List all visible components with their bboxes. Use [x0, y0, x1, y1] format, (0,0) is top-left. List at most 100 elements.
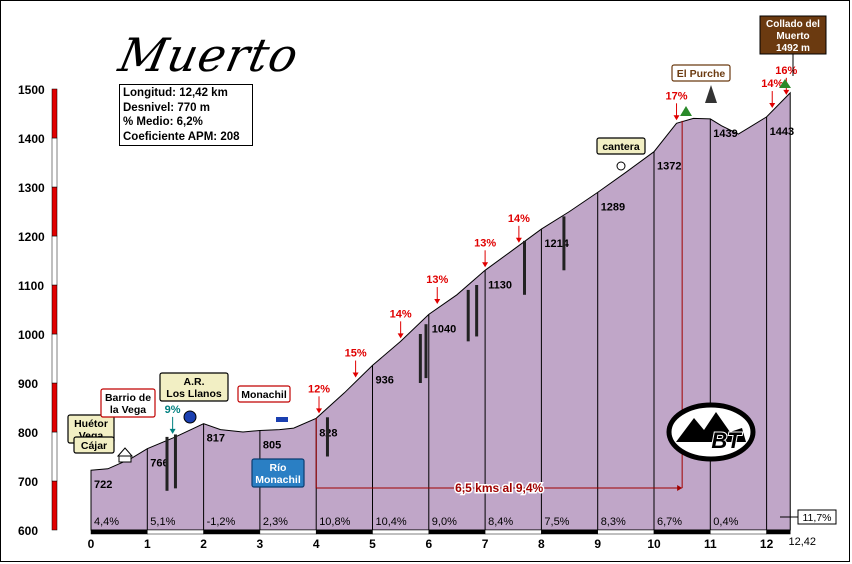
altitude-scale-segment — [51, 88, 58, 139]
span-label: 6,5 kms al 9,4% — [455, 481, 543, 495]
info-coefficient: Coeficiente APM: 208 — [123, 130, 240, 143]
distance-scale-segment — [315, 529, 373, 535]
place-label-text: Cájar — [81, 440, 107, 452]
place-label-box — [159, 372, 229, 402]
segment-gradient-label: 10,4% — [376, 516, 407, 528]
house-icon — [118, 455, 132, 463]
chart-title: Muerto — [114, 28, 304, 82]
quarry-icon — [616, 161, 626, 171]
y-tick-label: 700 — [18, 475, 38, 489]
ramp-arrowhead — [673, 115, 680, 121]
altitude-scale-segment — [51, 480, 58, 531]
arrow-sign-icon — [276, 417, 288, 422]
place-label-box — [671, 64, 731, 82]
altitude-scale-segment — [51, 235, 58, 286]
distance-scale-segment — [259, 529, 317, 535]
segment-gradient-label: 0,4% — [713, 516, 738, 528]
x-tick-label: 4 — [313, 537, 320, 551]
place-label-text: Huétor — [74, 418, 108, 430]
altitude-scale-segment — [51, 431, 58, 482]
tree-icon — [779, 79, 791, 88]
x-tick-label: 3 — [257, 537, 264, 551]
ramp-label: 12% — [308, 383, 330, 395]
info-average-gradient: % Medio: 6,2% — [123, 116, 203, 128]
ramp-label: 13% — [426, 274, 448, 286]
y-tick-label: 1400 — [18, 132, 45, 146]
x-tick-label: 2 — [200, 537, 207, 551]
ramp-label: 16% — [775, 65, 797, 77]
y-tick-label: 1000 — [18, 328, 45, 342]
x-tick-label: 10 — [647, 537, 661, 551]
ramp-label: 17% — [666, 90, 688, 102]
ramp-label: 15% — [345, 348, 367, 360]
house-icon — [116, 447, 134, 457]
ramp-arrowhead — [169, 428, 176, 434]
ramp-arrowhead — [316, 408, 323, 414]
summit-box-text: Collado del — [766, 19, 820, 30]
altitude-scale-segment — [51, 382, 58, 433]
segment-gradient-label: 7,5% — [544, 516, 569, 528]
y-tick-label: 600 — [18, 524, 38, 538]
altitude-label: 1214 — [544, 238, 569, 250]
tree-icon — [680, 106, 692, 116]
place-label-text: Barrio de — [105, 392, 151, 404]
ramp-label: 14% — [761, 78, 783, 90]
info-length: Longitud: 12,42 km — [123, 87, 228, 99]
place-label-box — [100, 388, 156, 418]
summit-box-text: Muerto — [776, 31, 809, 42]
x-tick-label: 0 — [88, 537, 95, 551]
segment-gradient-label: 9,0% — [432, 516, 457, 528]
y-tick-label: 1500 — [18, 83, 45, 97]
ramp-arrowhead — [515, 237, 522, 243]
x-tick-label: 1 — [144, 537, 151, 551]
altitude-label: 1439 — [713, 128, 737, 140]
ramp-label: 13% — [474, 237, 496, 249]
altitude-label: 1372 — [657, 161, 681, 173]
segment-gradient-label: -1,2% — [207, 516, 236, 528]
distance-scale-segment — [372, 529, 430, 535]
altitude-label: 1443 — [770, 126, 794, 138]
altitude-label: 766 — [150, 458, 168, 470]
x-end-label: 12,42 — [788, 536, 816, 548]
antenna-icon — [705, 85, 717, 103]
place-label-box — [73, 436, 115, 454]
distance-scale-segment — [90, 529, 148, 535]
altitude-label: 1289 — [601, 201, 625, 213]
place-label-text: Monachil — [255, 474, 301, 486]
water-source-icon — [183, 410, 197, 424]
x-tick-label: 11 — [704, 537, 717, 551]
place-label-text: El Purche — [677, 68, 726, 80]
altitude-scale-segment — [51, 284, 58, 335]
ramp-arrowhead — [783, 89, 790, 95]
x-tick-label: 5 — [369, 537, 376, 551]
place-label-text: la Vega — [110, 404, 146, 416]
summit-box-text: 1492 m — [776, 43, 810, 54]
place-label-text: Los Llanos — [166, 388, 222, 400]
altitude-label: 936 — [376, 374, 394, 386]
altitude-scale-segment — [51, 137, 58, 188]
place-label-text: Monachil — [241, 389, 287, 401]
altitude-label: 805 — [263, 440, 281, 452]
place-label-box — [596, 137, 646, 155]
place-label-text: cantera — [602, 141, 640, 153]
segment-gradient-label: 8,3% — [601, 516, 626, 528]
info-box: Longitud: 12,42 km Desnivel: 770 m % Med… — [119, 84, 253, 146]
segment-gradient-label: 4,4% — [94, 516, 119, 528]
info-elevation-gain: Desnivel: 770 m — [123, 101, 210, 114]
last-gradient-label: 11,7% — [803, 512, 832, 524]
logo-text: BT — [711, 428, 742, 453]
distance-scale-segment — [710, 529, 767, 535]
distance-scale-segment — [428, 529, 486, 535]
ramp-arrowhead — [352, 372, 359, 378]
place-label-box — [251, 458, 305, 488]
ramp-arrowhead — [434, 299, 441, 305]
x-tick-label: 8 — [538, 537, 545, 551]
ramp-label: 14% — [390, 308, 412, 320]
x-tick-label: 6 — [425, 537, 432, 551]
segment-gradient-label: 2,3% — [263, 516, 288, 528]
place-label-text: A.R. — [184, 376, 205, 388]
place-label-text: Río — [270, 462, 287, 474]
distance-scale-segment — [766, 529, 791, 535]
